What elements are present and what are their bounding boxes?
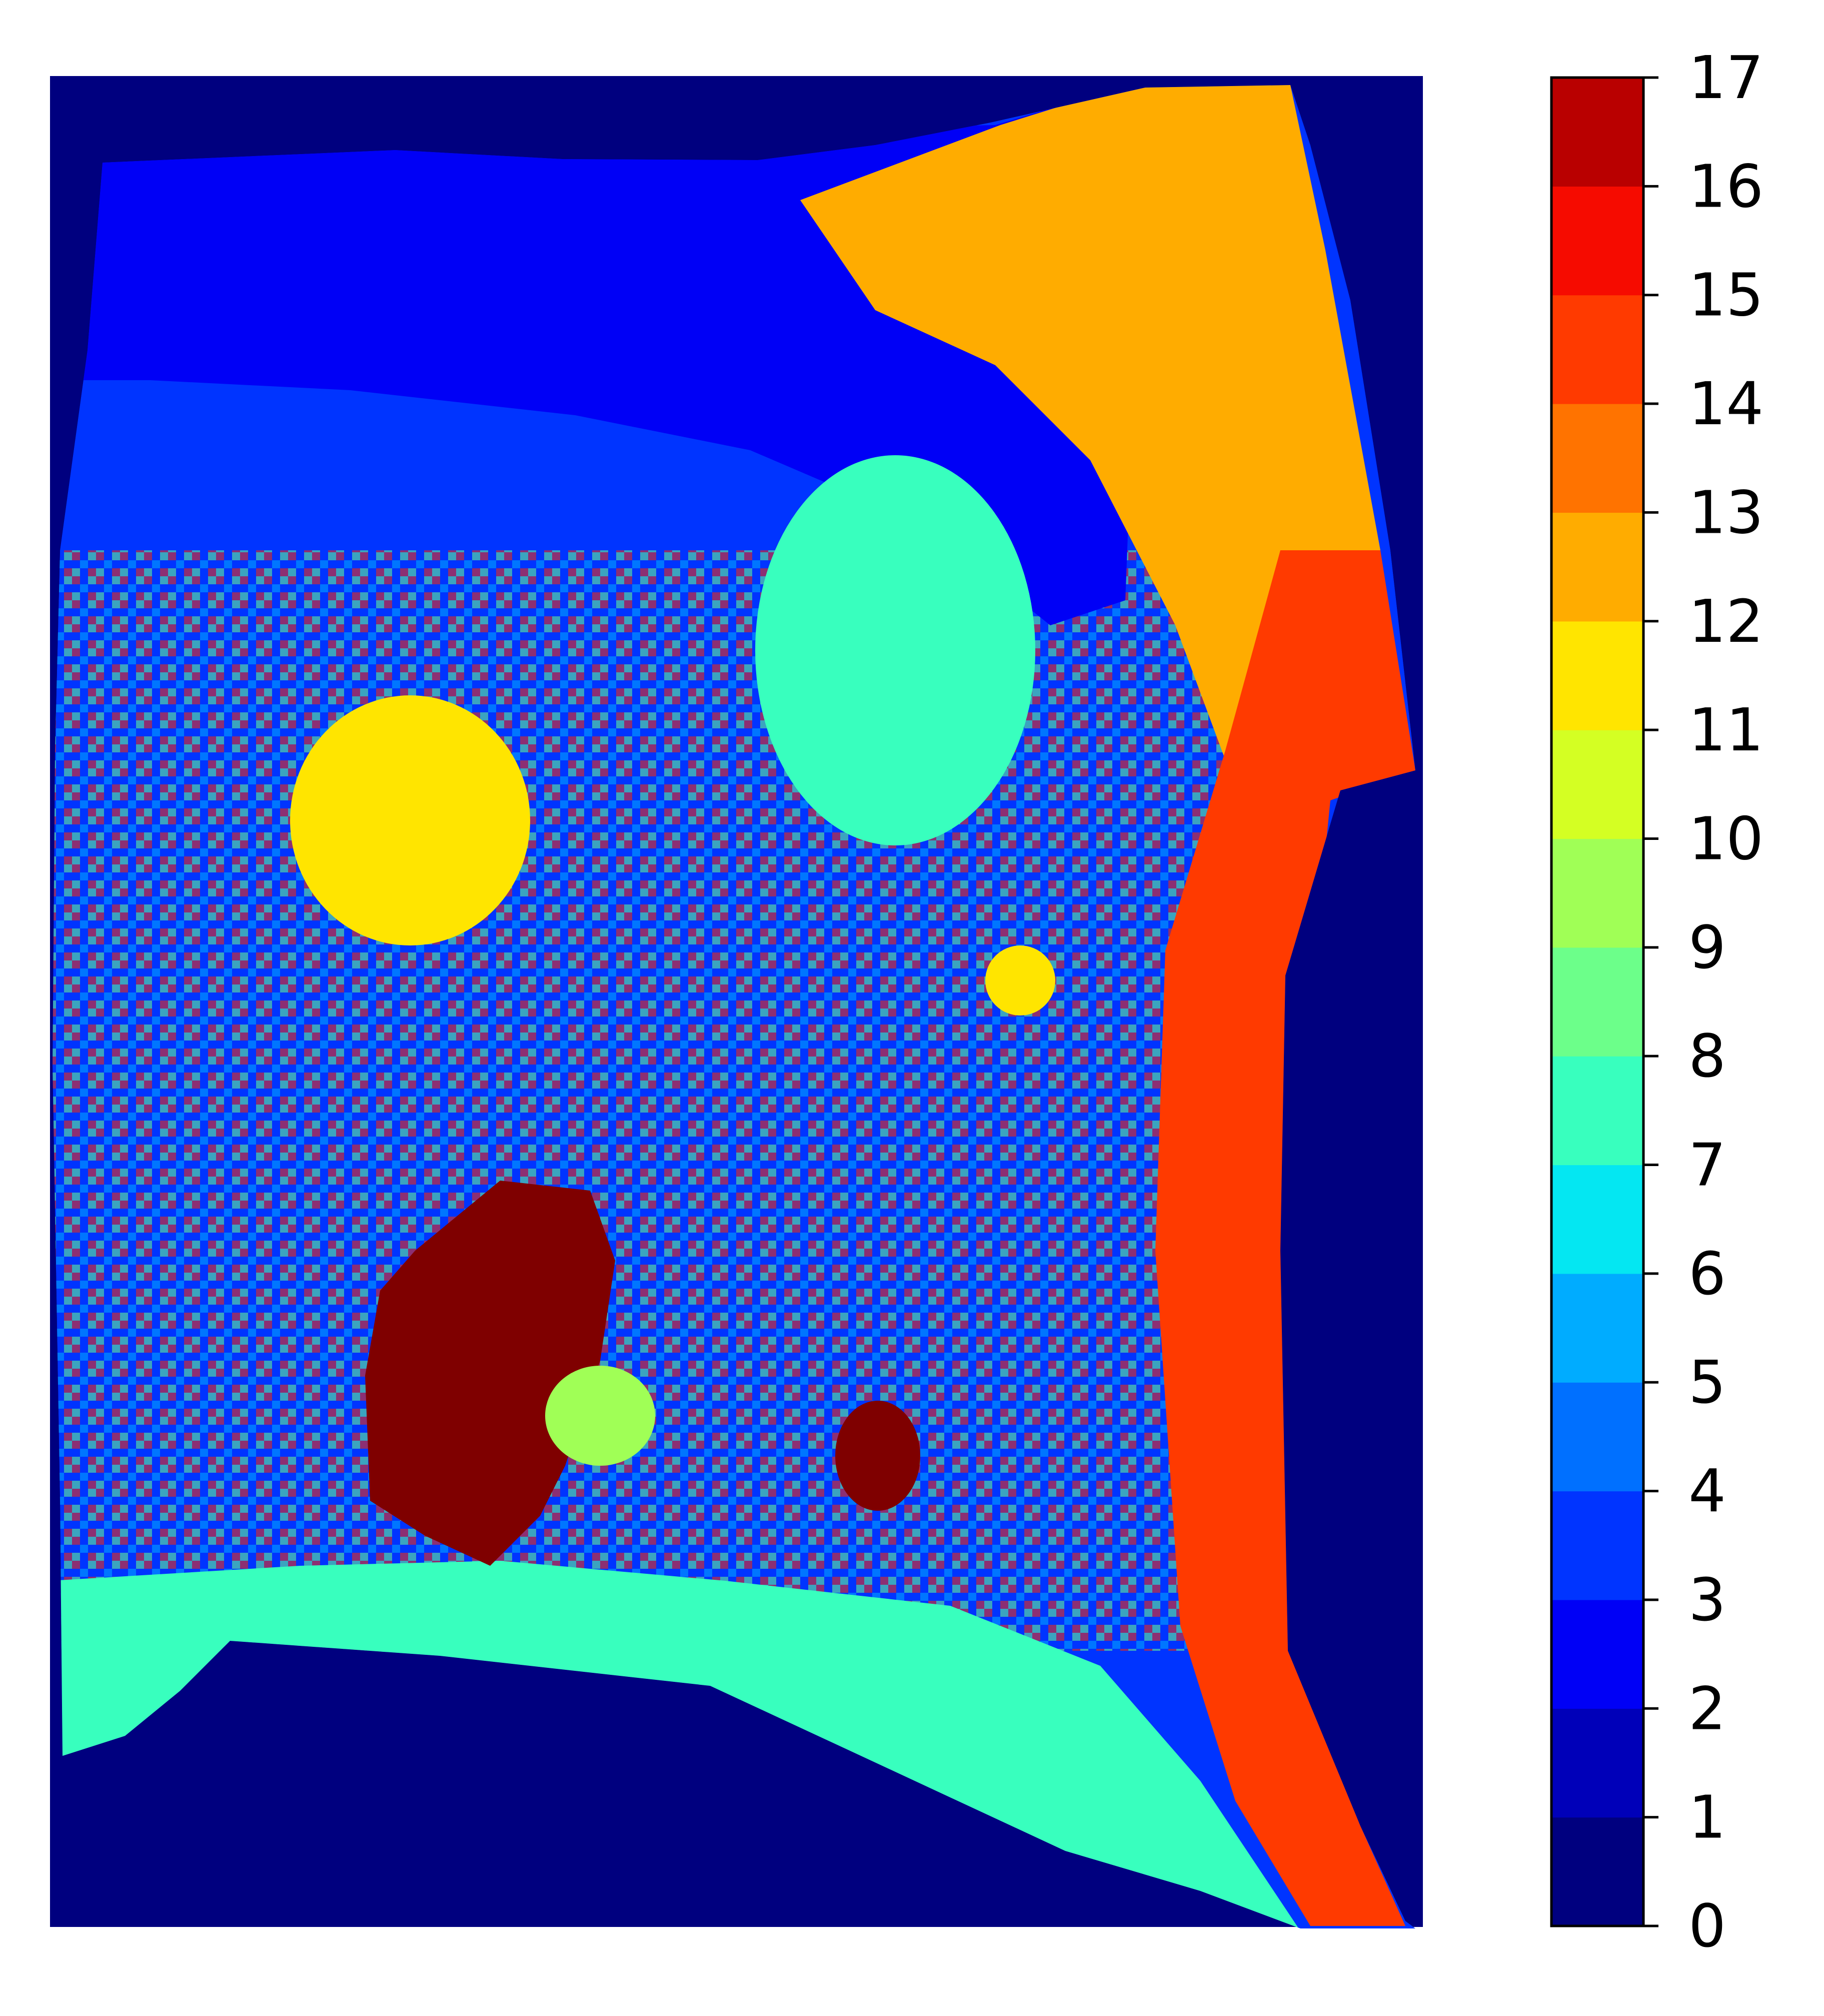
colorbar-segment [1551, 295, 1643, 404]
colorbar-tick-label: 4 [1688, 1457, 1726, 1526]
heatmap-plot [50, 76, 1423, 1928]
colorbar-segment [1551, 512, 1643, 622]
colorbar-tick-label: 0 [1688, 1891, 1726, 1960]
colorbar-segment [1551, 1382, 1643, 1492]
colorbar-tick-label: 15 [1688, 261, 1763, 330]
region-lower-left-dark-region [365, 1181, 615, 1566]
region-top-right-band [800, 85, 1380, 800]
colorbar-tick-label: 3 [1688, 1565, 1726, 1634]
colorbar-segment [1551, 1273, 1643, 1383]
region-lower-center-small-region [835, 1401, 920, 1511]
region-mixed-texture [53, 550, 1250, 1651]
colorbar-tick-label: 13 [1688, 478, 1763, 547]
colorbar-tick-label: 14 [1688, 369, 1763, 438]
colorbar-tick-label: 7 [1688, 1131, 1726, 1200]
colorbar-tick-label: 9 [1688, 913, 1726, 982]
colorbar-segment [1551, 1056, 1643, 1166]
region-small-yellow-spot [985, 945, 1055, 1016]
colorbar-frame [1550, 76, 1645, 1927]
region-green-spot [545, 1366, 655, 1466]
colorbar-segment [1551, 1599, 1643, 1709]
colorbar-segment [1551, 1165, 1643, 1274]
colorbar-segment [1551, 730, 1643, 839]
colorbar-segment [1551, 404, 1643, 513]
region-left-circular-region [290, 695, 530, 945]
colorbar-tick-label: 10 [1688, 804, 1763, 873]
colorbar-tick-label: 8 [1688, 1022, 1726, 1091]
colorbar-segment [1551, 947, 1643, 1057]
colorbar-segment [1551, 186, 1643, 296]
colorbar-tick-label: 16 [1688, 152, 1763, 221]
colorbar-segment [1551, 78, 1643, 187]
colorbar-segment [1551, 621, 1643, 730]
colorbar-segment [1551, 1708, 1643, 1818]
colorbar-tick-label: 5 [1688, 1348, 1726, 1417]
colorbar-segment [1551, 1491, 1643, 1600]
colorbar-segment [1551, 1817, 1643, 1926]
colorbar-tick-label: 17 [1688, 43, 1763, 112]
colorbar-tick-label: 1 [1688, 1783, 1726, 1852]
region-upper-center-region [755, 455, 1035, 845]
colorbar-tick-label: 12 [1688, 587, 1763, 656]
colorbar-tick-label: 11 [1688, 695, 1763, 764]
colorbar-tick-label: 6 [1688, 1239, 1726, 1308]
colorbar-segment [1551, 838, 1643, 948]
colorbar-tick-label: 2 [1688, 1674, 1726, 1743]
